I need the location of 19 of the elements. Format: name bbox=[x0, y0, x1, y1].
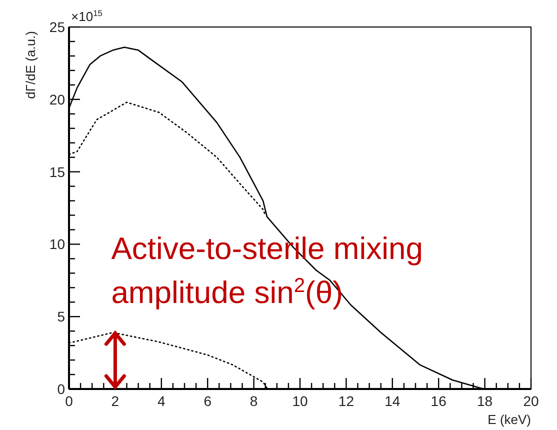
y-tick-label: 10 bbox=[49, 236, 66, 252]
x-tick-label: 14 bbox=[384, 393, 400, 409]
x-tick-label: 16 bbox=[430, 393, 447, 409]
x-tick-label: 18 bbox=[477, 393, 493, 409]
x-tick-label: 10 bbox=[292, 393, 308, 409]
x-tick-label: 20 bbox=[523, 393, 539, 409]
x-tick-label: 2 bbox=[111, 393, 120, 409]
y-tick-label: 15 bbox=[49, 164, 66, 180]
x-tick-label: 8 bbox=[250, 393, 258, 409]
x-tick-label: 4 bbox=[158, 393, 166, 409]
y-tick-label: 20 bbox=[49, 91, 66, 108]
text: ×10$^{15}$ bbox=[71, 8, 103, 24]
y-tick-label: 25 bbox=[49, 19, 66, 35]
y-tick-label: 5 bbox=[57, 308, 66, 325]
x-axis-title: E (keV) bbox=[488, 412, 531, 427]
x-tick-label: 6 bbox=[204, 393, 212, 409]
x-tick-label: 12 bbox=[338, 393, 354, 409]
y-tick-label: 0 bbox=[57, 381, 66, 397]
y-axis-title: dΓ/dE (a.u.) bbox=[23, 31, 38, 99]
